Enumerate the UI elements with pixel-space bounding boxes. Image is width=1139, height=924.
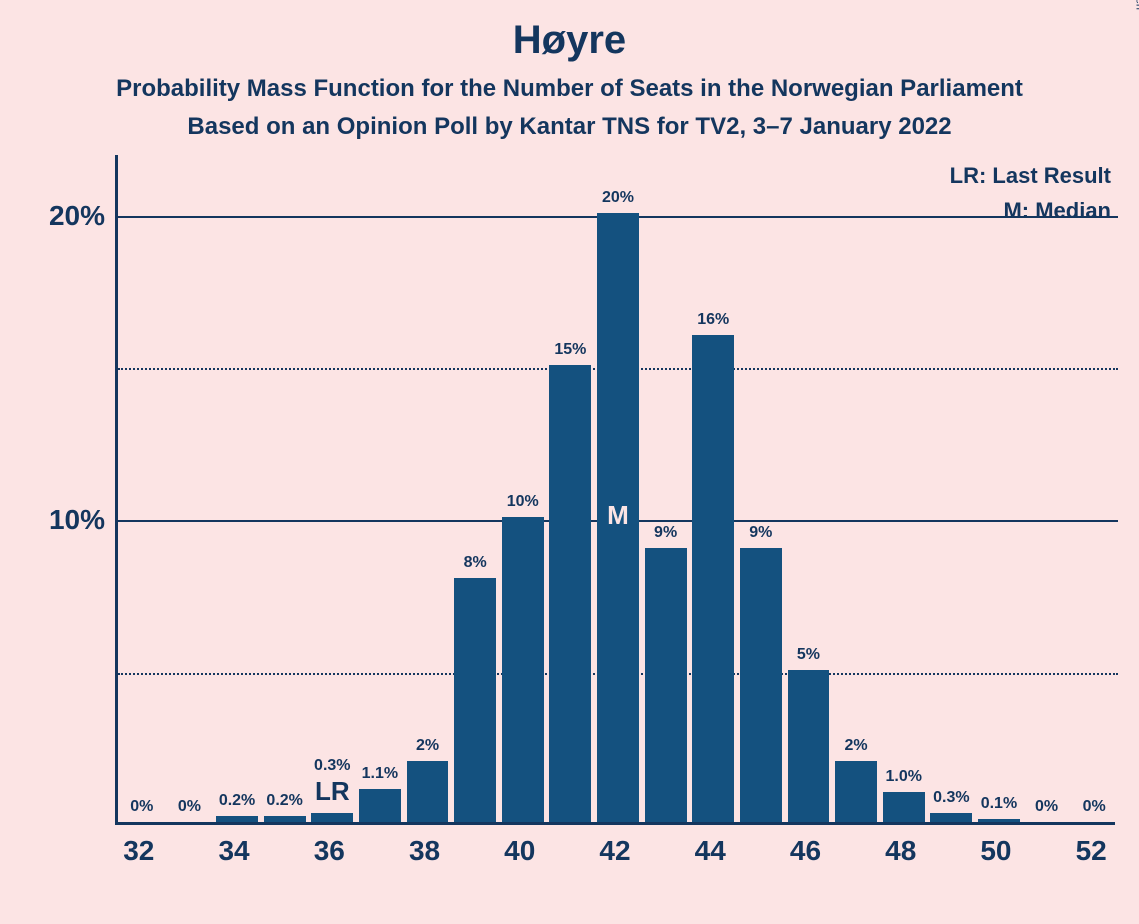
bar (835, 761, 877, 822)
bar-value-label: 0% (130, 798, 153, 816)
bar (311, 813, 353, 822)
bar-marker-lr: LR (315, 776, 350, 807)
y-axis-tick: 20% (49, 200, 105, 232)
x-axis-tick: 46 (790, 835, 821, 867)
chart-area: 0%0%0.2%0.2%LR0.3%1.1%2%8%10%15%20%M9%16… (115, 155, 1115, 825)
x-axis-tick: 38 (409, 835, 440, 867)
bar (645, 548, 687, 822)
bar-value-label: 0.3% (933, 789, 969, 807)
bar (407, 761, 449, 822)
bar-value-label: 2% (416, 737, 439, 755)
bar (788, 670, 830, 822)
bar (978, 819, 1020, 822)
bar (740, 548, 782, 822)
x-axis-tick: 42 (599, 835, 630, 867)
x-axis-tick: 48 (885, 835, 916, 867)
bar-value-label: 20% (602, 189, 634, 207)
bar (454, 578, 496, 822)
bar-value-label: 9% (654, 524, 677, 542)
bar (930, 813, 972, 822)
x-axis-tick: 50 (980, 835, 1011, 867)
bar-value-label: 1.1% (362, 765, 398, 783)
bar-value-label: 0.2% (219, 792, 255, 810)
bar (883, 792, 925, 822)
bar (264, 816, 306, 822)
bar (549, 365, 591, 822)
bar-value-label: 0.3% (314, 757, 350, 775)
x-axis-tick: 34 (218, 835, 249, 867)
x-axis-tick: 44 (695, 835, 726, 867)
bar-value-label: 2% (845, 737, 868, 755)
bar-value-label: 9% (749, 524, 772, 542)
x-axis-tick: 40 (504, 835, 535, 867)
bar-value-label: 8% (464, 554, 487, 572)
bar-value-label: 0.2% (266, 792, 302, 810)
x-axis-tick: 52 (1076, 835, 1107, 867)
bar-value-label: 16% (697, 311, 729, 329)
bar (216, 816, 258, 822)
plot-region: 0%0%0.2%0.2%LR0.3%1.1%2%8%10%15%20%M9%16… (115, 155, 1115, 825)
bar-value-label: 0.1% (981, 795, 1017, 813)
bar (502, 517, 544, 822)
x-axis-tick: 32 (123, 835, 154, 867)
bar-marker-median: M (607, 500, 629, 531)
chart-subtitle-1: Probability Mass Function for the Number… (0, 63, 1139, 103)
bar (692, 335, 734, 822)
bar-value-label: 0% (1035, 798, 1058, 816)
copyright-text: © 2025 Filip van Laenen (1133, 0, 1139, 10)
bar-value-label: 0% (178, 798, 201, 816)
bar-value-label: 15% (554, 341, 586, 359)
bar-value-label: 0% (1083, 798, 1106, 816)
bar (359, 789, 401, 823)
chart-subtitle-2: Based on an Opinion Poll by Kantar TNS f… (0, 103, 1139, 141)
x-axis-tick: 36 (314, 835, 345, 867)
y-axis-tick: 10% (49, 504, 105, 536)
bar-value-label: 5% (797, 646, 820, 664)
bar-value-label: 10% (507, 493, 539, 511)
bar-value-label: 1.0% (885, 768, 921, 786)
chart-title: Høyre (0, 0, 1139, 63)
